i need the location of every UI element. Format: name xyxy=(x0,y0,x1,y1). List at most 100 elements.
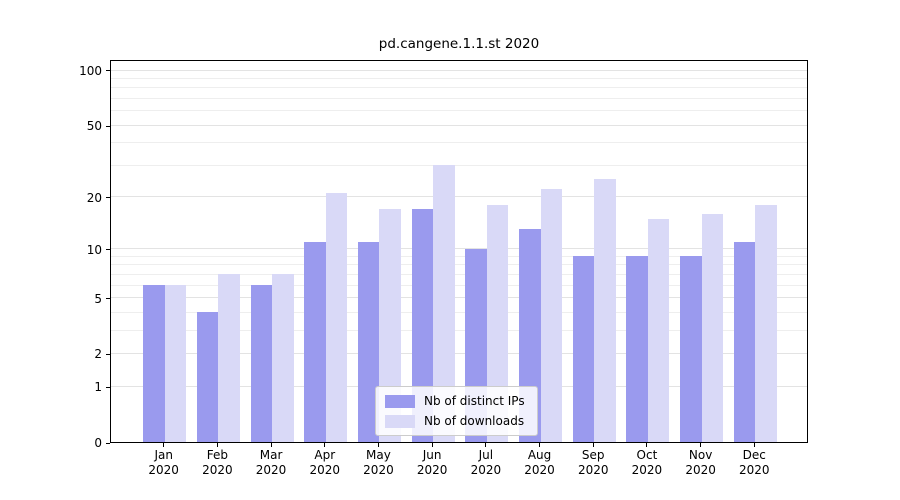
x-tick-label-jan: Jan 2020 xyxy=(134,448,194,478)
y-tick-label-0: 0 xyxy=(94,436,102,450)
x-tick-month: Jan xyxy=(154,448,173,462)
legend-label-nb-of-distinct-ips: Nb of distinct IPs xyxy=(424,394,525,408)
x-tick-month: Aug xyxy=(527,448,552,462)
gridline-60 xyxy=(111,110,807,112)
bar-nb-of-distinct-ips-oct xyxy=(626,256,648,442)
x-tick-year: 2020 xyxy=(148,463,179,477)
x-tick-label-apr: Apr 2020 xyxy=(295,448,355,478)
bar-nb-of-downloads-apr xyxy=(325,192,348,442)
legend-label-nb-of-downloads: Nb of downloads xyxy=(424,414,525,428)
bar-nb-of-downloads-oct xyxy=(647,218,670,442)
x-tick-label-sep: Sep 2020 xyxy=(563,448,623,478)
x-tick-year: 2020 xyxy=(631,463,663,477)
legend-item-nb-of-distinct-ips: Nb of distinct IPs xyxy=(385,394,525,408)
y-tick-label-2: 2 xyxy=(94,347,102,362)
x-tick-year: 2020 xyxy=(685,463,716,477)
bar-nb-of-distinct-ips-jun xyxy=(411,209,434,442)
gridline-5 xyxy=(111,297,807,299)
x-tick-month: Feb xyxy=(206,448,228,462)
x-tick-label-jun: Jun 2020 xyxy=(402,448,462,478)
x-tick-mark-jun xyxy=(431,443,433,447)
y-tick-mark-5 xyxy=(106,298,110,300)
x-tick-year: 2020 xyxy=(255,463,287,477)
y-tick-label-100: 100 xyxy=(79,63,102,78)
gridline-9 xyxy=(111,255,807,257)
x-tick-mark-oct xyxy=(646,443,648,447)
gridline-70 xyxy=(111,97,807,99)
bar-nb-of-downloads-aug xyxy=(540,189,562,442)
y-tick-label-1: 1 xyxy=(94,380,102,395)
x-tick-mark-feb xyxy=(216,443,218,447)
bar-nb-of-downloads-jan xyxy=(164,285,187,442)
y-tick-mark-0 xyxy=(106,442,110,444)
x-tick-label-nov: Nov 2020 xyxy=(671,448,731,478)
bar-nb-of-downloads-jul xyxy=(486,204,509,442)
x-tick-label-dec: Dec 2020 xyxy=(724,448,784,478)
bar-nb-of-distinct-ips-nov xyxy=(680,256,702,442)
bar-nb-of-distinct-ips-mar xyxy=(250,285,273,442)
bar-nb-of-distinct-ips-may xyxy=(357,241,380,442)
y-tick-mark-2 xyxy=(106,353,110,355)
x-tick-mark-jul xyxy=(485,443,487,447)
y-tick-mark-100 xyxy=(106,70,110,72)
x-tick-month: Mar xyxy=(259,448,283,462)
x-tick-label-jul: Jul 2020 xyxy=(456,448,516,478)
bar-nb-of-distinct-ips-sep xyxy=(572,256,595,442)
gridline-8 xyxy=(111,264,807,266)
gridline-7 xyxy=(111,273,807,275)
x-tick-mark-aug xyxy=(539,443,541,447)
x-tick-mark-apr xyxy=(324,443,326,447)
x-tick-year: 2020 xyxy=(202,463,233,477)
y-tick-mark-10 xyxy=(106,249,110,251)
plot-area: Nb of distinct IPs Nb of downloads xyxy=(110,60,808,443)
bars-layer xyxy=(111,61,807,442)
bar-nb-of-distinct-ips-apr xyxy=(304,241,326,442)
bar-nb-of-downloads-may xyxy=(379,209,401,442)
x-tick-month: Nov xyxy=(688,448,713,462)
bar-nb-of-downloads-nov xyxy=(701,213,724,442)
x-tick-month: Jun xyxy=(422,448,442,462)
bar-nb-of-downloads-feb xyxy=(218,274,240,442)
chart-title: pd.cangene.1.1.st 2020 xyxy=(378,36,540,52)
x-tick-month: Jul xyxy=(478,448,494,462)
x-tick-label-aug: Aug 2020 xyxy=(510,448,570,478)
legend-swatch-nb-of-downloads xyxy=(385,414,415,428)
gridline-50 xyxy=(111,124,807,126)
x-tick-month: Sep xyxy=(581,448,605,462)
bar-nb-of-distinct-ips-jan xyxy=(143,285,165,442)
x-tick-mark-sep xyxy=(592,443,594,447)
x-tick-year: 2020 xyxy=(416,463,448,477)
gridline-80 xyxy=(111,87,807,89)
y-tick-mark-1 xyxy=(106,386,110,388)
gridline-3 xyxy=(111,329,807,331)
bar-nb-of-downloads-dec xyxy=(755,204,777,442)
gridline-20 xyxy=(111,196,807,198)
y-tick-label-10: 10 xyxy=(86,242,102,257)
y-tick-label-5: 5 xyxy=(94,291,102,306)
bar-nb-of-distinct-ips-feb xyxy=(196,312,219,442)
x-tick-year: 2020 xyxy=(524,463,555,477)
x-tick-year: 2020 xyxy=(363,463,394,477)
legend-swatch-nb-of-distinct-ips xyxy=(385,394,415,408)
gridline-6 xyxy=(111,284,807,286)
x-tick-year: 2020 xyxy=(577,463,609,477)
gridline-90 xyxy=(111,77,807,79)
x-tick-year: 2020 xyxy=(470,463,502,477)
x-tick-label-oct: Oct 2020 xyxy=(617,448,677,478)
x-tick-month: May xyxy=(366,448,391,462)
x-tick-label-feb: Feb 2020 xyxy=(187,448,247,478)
x-tick-month: Dec xyxy=(742,448,766,462)
x-tick-mark-dec xyxy=(753,443,755,447)
y-tick-mark-20 xyxy=(106,197,110,199)
gridline-10 xyxy=(111,248,807,250)
x-tick-year: 2020 xyxy=(309,463,341,477)
x-tick-mark-nov xyxy=(700,443,702,447)
x-tick-label-may: May 2020 xyxy=(348,448,408,478)
gridline-4 xyxy=(111,311,807,313)
legend-item-nb-of-downloads: Nb of downloads xyxy=(385,414,525,428)
gridline-2 xyxy=(111,352,807,354)
gridline-100 xyxy=(111,69,807,71)
y-tick-label-20: 20 xyxy=(86,190,102,205)
y-tick-label-50: 50 xyxy=(86,119,102,134)
